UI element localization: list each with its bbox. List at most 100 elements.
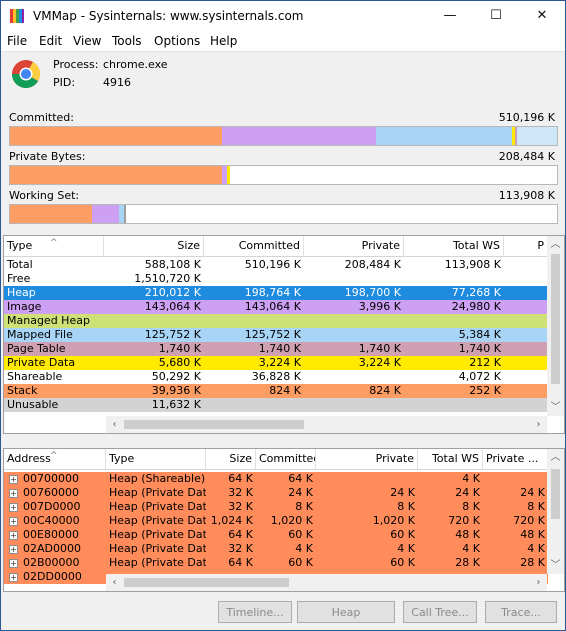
scroll-right-arrow-icon[interactable]: › [536, 419, 541, 430]
summary-row-unusable[interactable]: Unusable 11,632 K [4, 398, 548, 412]
committed-bar [9, 126, 558, 146]
trace-button[interactable]: Trace... [485, 601, 557, 623]
summary-cell-committed: 143,064 K [244, 300, 301, 313]
detail-row[interactable]: +00C40000 Heap (Private Data) 1,024 K 1,020… [4, 514, 548, 528]
col-detail-total-ws[interactable]: Total WS [418, 449, 483, 469]
detail-cell-private: 4 K [397, 542, 415, 555]
col-total-ws[interactable]: Total WS [404, 236, 504, 256]
detail-row[interactable]: +02B00000 Heap (Private Data) 64 K 60 K 60 K… [4, 556, 548, 570]
call-tree-button[interactable]: Call Tree... [403, 601, 477, 623]
summary-row-private-data[interactable]: Private Data 5,680 K 3,224 K 3,224 K 212 K [4, 356, 548, 370]
col-private[interactable]: Private [304, 236, 404, 256]
summary-row-heap[interactable]: Heap 210,012 K 198,764 K 198,700 K 77,268 K [4, 286, 548, 300]
summary-cell-committed: 510,196 K [244, 258, 301, 271]
detail-cell-address: 02DD0000 [23, 570, 82, 583]
summary-row-free[interactable]: Free 1,510,720 K [4, 272, 548, 286]
col-type[interactable]: Type ^ [4, 236, 104, 256]
summary-row-total[interactable]: Total 588,108 K 510,196 K 208,484 K 113,908 … [4, 258, 548, 272]
scroll-down-arrow-icon[interactable]: ﹀ [550, 402, 561, 413]
details-vscroll-thumb[interactable] [551, 469, 560, 519]
expand-plus-icon[interactable]: + [9, 545, 18, 554]
details-vertical-scrollbar[interactable]: ︿ ﹀ [547, 449, 564, 574]
summary-cell-type: Stack [7, 384, 38, 397]
summary-cell-type: Managed Heap [7, 314, 90, 327]
scroll-left-arrow-icon[interactable]: ‹ [112, 419, 117, 430]
menu-view[interactable]: View [73, 34, 102, 48]
summary-cell-ws [404, 272, 504, 286]
summary-cell-type: Image [7, 300, 42, 313]
details-horizontal-scrollbar[interactable]: ‹ › [106, 574, 547, 591]
summary-table[interactable]: Type ^ Size Committed Private Total WS P … [3, 235, 565, 434]
detail-row[interactable]: +00700000 Heap (Shareable) 64 K 64 K 4 K [4, 472, 548, 486]
detail-cell-address: 00760000 [23, 486, 79, 499]
detail-cell-address: 00700000 [23, 472, 79, 485]
expand-plus-icon[interactable]: + [9, 489, 18, 498]
summary-cell-private: 198,700 K [344, 286, 401, 299]
details-scroll-down-arrow-icon[interactable]: ﹀ [550, 560, 561, 571]
col-detail-type[interactable]: Type [106, 449, 206, 469]
detail-cell-committed: 60 K [288, 528, 313, 541]
summary-row-stack[interactable]: Stack 39,936 K 824 K 824 K 252 K [4, 384, 548, 398]
col-address[interactable]: Address ^ [4, 449, 106, 469]
heap-allocations-button[interactable]: Heap Allocations... [297, 601, 395, 630]
title-bar[interactable]: VMMap - Sysinternals: www.sysinternals.c… [1, 1, 565, 31]
expand-plus-icon[interactable]: + [9, 517, 18, 526]
summary-row-image[interactable]: Image 143,064 K 143,064 K 3,996 K 24,980 K [4, 300, 548, 314]
committed-pagetable-segment [515, 127, 517, 145]
summary-vertical-scrollbar[interactable]: ︿ ﹀ [547, 236, 564, 416]
details-scroll-left-arrow-icon[interactable]: ‹ [112, 577, 117, 588]
summary-row-mapped-file[interactable]: Mapped File 125,752 K 125,752 K 5,384 K [4, 328, 548, 342]
summary-cell-private: 3,996 K [358, 300, 401, 313]
detail-row[interactable]: +00E80000 Heap (Private Data) 64 K 60 K 60 K… [4, 528, 548, 542]
summary-cell-ws: 77,268 K [451, 286, 501, 299]
details-table[interactable]: Address ^ Type Size Committed Private Tot… [3, 448, 565, 592]
col-detail-private[interactable]: Private [316, 449, 418, 469]
summary-cell-size: 125,752 K [144, 328, 201, 341]
chrome-icon [12, 60, 40, 88]
expand-plus-icon[interactable]: + [9, 503, 18, 512]
menu-file[interactable]: File [7, 34, 28, 48]
details-hscroll-thumb[interactable] [124, 578, 289, 587]
vmmap-app-icon [10, 9, 24, 23]
summary-vscroll-thumb[interactable] [551, 254, 560, 384]
committed-shareable-segment [517, 127, 557, 145]
detail-row[interactable]: +02AD0000 Heap (Private Data) 32 K 4 K 4 K 4 … [4, 542, 548, 556]
summary-row-managed-heap[interactable]: Managed Heap [4, 314, 548, 328]
expand-plus-icon[interactable]: + [9, 573, 18, 582]
menu-options[interactable]: Options [154, 34, 201, 48]
summary-row-page-table[interactable]: Page Table 1,740 K 1,740 K 1,740 K 1,740 K [4, 342, 548, 356]
detail-row[interactable]: +00760000 Heap (Private Data) 32 K 24 K 24 K… [4, 486, 548, 500]
summary-hscroll-thumb[interactable] [124, 420, 304, 429]
process-name: chrome.exe [103, 58, 168, 71]
expand-plus-icon[interactable]: + [9, 559, 18, 568]
scroll-up-arrow-icon[interactable]: ︿ [550, 239, 561, 250]
menu-bar: File Edit View Tools Options Help [1, 31, 565, 52]
maximize-button[interactable]: ☐ [490, 8, 502, 23]
details-scroll-right-arrow-icon[interactable]: › [536, 577, 541, 588]
menu-edit[interactable]: Edit [39, 34, 63, 48]
detail-cell-size: 32 K [228, 542, 253, 555]
detail-cell-committed: 60 K [288, 556, 313, 569]
col-private-ws[interactable]: P [504, 236, 548, 256]
close-button[interactable]: ✕ [536, 8, 548, 23]
minimize-button[interactable]: — [443, 8, 457, 23]
summary-cell-ws: 1,740 K [458, 342, 501, 355]
expand-plus-icon[interactable]: + [9, 475, 18, 484]
summary-cell-private [304, 370, 404, 384]
summary-horizontal-scrollbar[interactable]: ‹ › [106, 416, 547, 433]
col-detail-size[interactable]: Size [206, 449, 256, 469]
summary-row-shareable[interactable]: Shareable 50,292 K 36,828 K 4,072 K [4, 370, 548, 384]
detail-row[interactable]: +007D0000 Heap (Private Data) 32 K 8 K 8 K 8 … [4, 500, 548, 514]
col-detail-committed[interactable]: Committed [256, 449, 316, 469]
menu-tools[interactable]: Tools [112, 34, 142, 48]
details-scroll-up-arrow-icon[interactable]: ︿ [550, 452, 561, 463]
menu-help[interactable]: Help [210, 34, 238, 48]
working-set-bar [9, 204, 558, 224]
expand-plus-icon[interactable]: + [9, 531, 18, 540]
summary-cell-committed [204, 272, 304, 286]
col-size[interactable]: Size [104, 236, 204, 256]
timeline-button[interactable]: Timeline... [218, 601, 292, 623]
col-detail-private-ws[interactable]: Private ... [483, 449, 548, 469]
col-committed[interactable]: Committed [204, 236, 304, 256]
